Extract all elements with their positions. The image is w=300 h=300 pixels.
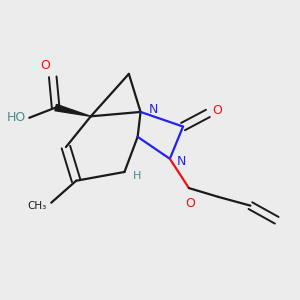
Text: N: N xyxy=(177,155,187,168)
Text: HO: HO xyxy=(7,111,26,124)
Text: O: O xyxy=(185,197,195,210)
Polygon shape xyxy=(55,104,91,116)
Text: O: O xyxy=(212,104,222,117)
Text: N: N xyxy=(149,103,158,116)
Text: O: O xyxy=(40,59,50,72)
Text: CH₃: CH₃ xyxy=(28,201,47,211)
Text: H: H xyxy=(133,171,141,182)
